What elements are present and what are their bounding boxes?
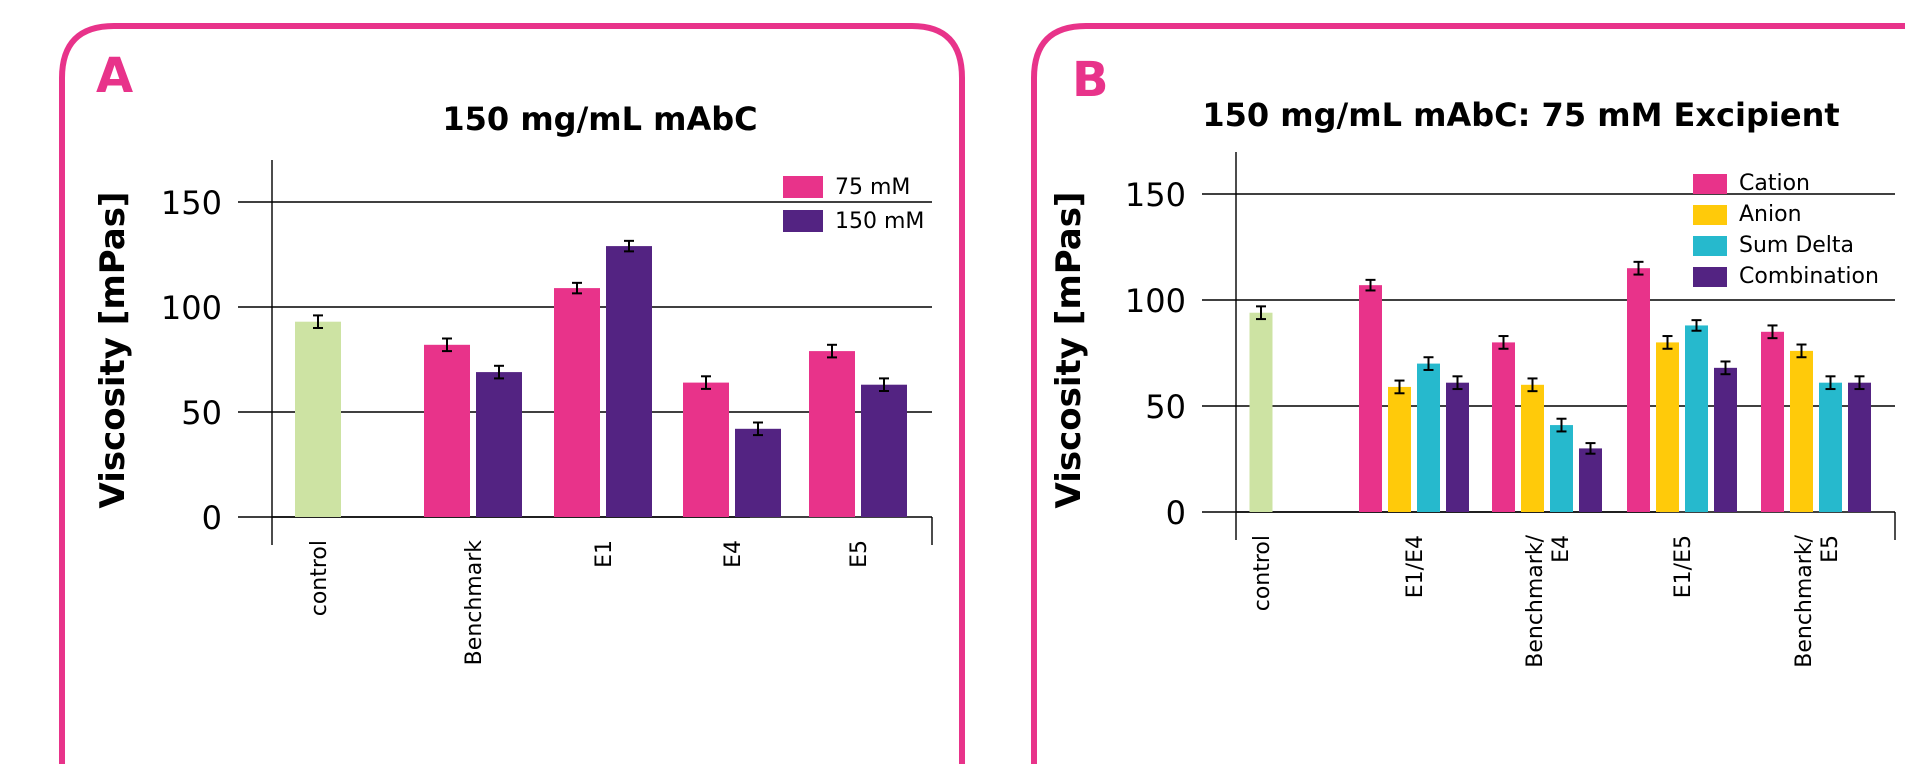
panel-b-ylabel: Viscosity [mPas] [1049,192,1089,509]
bar-anion [1790,350,1813,512]
x-tick-label: E1/E5 [1671,535,1696,598]
legend-label: Cation [1739,171,1810,196]
x-tick-label: E5 [1818,535,1843,563]
bar-75-mm [683,382,729,517]
bar-sum-delta [1819,382,1842,512]
panel-a-title: 150 mg/mL mAbC [442,100,757,138]
bar-control [1249,312,1273,512]
panel-a: A 150 mg/mL mAbC Viscosity [mPas] 0 50 100… [59,23,965,764]
bar-150-mm [735,428,781,517]
x-tick-label: E4 [1549,535,1574,563]
y-tick-label: 50 [1145,388,1186,426]
bar-sum-delta [1685,325,1708,512]
panel-a-ylabel: Viscosity [mPas] [93,192,133,509]
x-tick-label: E1/E4 [1403,535,1428,598]
legend-label: Sum Delta [1739,233,1854,258]
y-tick-label: 0 [202,499,222,537]
x-tick-label: E4 [721,540,746,568]
bar-cation [1492,342,1515,512]
bar-control [295,321,341,517]
panel-b-letter: B [1072,52,1109,108]
x-tick-label: E5 [847,540,872,568]
x-tick-label: control [1250,535,1275,611]
panel-a-letter: A [96,48,133,104]
bar-150-mm [606,246,652,517]
legend-swatch [1693,205,1727,225]
y-tick-label: 50 [181,394,222,432]
y-tick-label: 150 [1125,176,1186,214]
y-tick-label: 150 [161,184,222,222]
x-tick-label: Benchmark/ [1523,534,1548,667]
panel-a-frame [59,23,965,764]
bar-75-mm [809,351,855,517]
panel-b: B 150 mg/mL mAbC: 75 mM Excipient Viscos… [1031,23,1905,764]
bar-cation [1359,285,1382,512]
x-tick-label: control [307,540,332,616]
bar-combination [1579,448,1602,512]
bar-combination [1848,382,1871,512]
panel-b-title: 150 mg/mL mAbC: 75 mM Excipient [1202,96,1839,134]
y-tick-label: 0 [1166,494,1186,532]
x-tick-label: Benchmark/ [1792,534,1817,667]
legend-swatch [1693,236,1727,256]
bar-150-mm [861,384,907,517]
y-tick-label: 100 [1125,282,1186,320]
panel-b-frame [1031,23,1905,764]
legend-swatch [1693,174,1727,194]
legend-label: Anion [1739,202,1802,227]
bar-75-mm [424,344,470,517]
bar-75-mm [554,288,600,517]
panel-a-plot: 0 50 100 150 control Benchmark E1 E4 E5 75 mM 150 … [161,160,933,666]
legend-swatch [783,210,823,232]
x-tick-label: Benchmark [462,540,487,666]
bar-anion [1521,384,1544,512]
bar-combination [1714,367,1737,512]
bar-anion [1656,342,1679,512]
legend-label: Combination [1739,264,1879,289]
legend-label: 75 mM [835,175,910,200]
bar-cation [1627,268,1650,512]
legend-swatch [1693,267,1727,287]
bar-150-mm [476,372,522,517]
bar-cation [1761,331,1784,512]
bar-sum-delta [1550,425,1573,512]
bar-anion [1388,386,1411,512]
bar-combination [1446,382,1469,512]
legend-swatch [783,176,823,198]
bar-sum-delta [1417,363,1440,512]
x-tick-label: E1 [592,540,617,568]
panel-b-plot: 0 50 100 150 control E1/E4 Benchmark/E4 E1/E5 Be… [1125,152,1896,668]
y-tick-label: 100 [161,289,222,327]
legend-label: 150 mM [835,209,924,234]
